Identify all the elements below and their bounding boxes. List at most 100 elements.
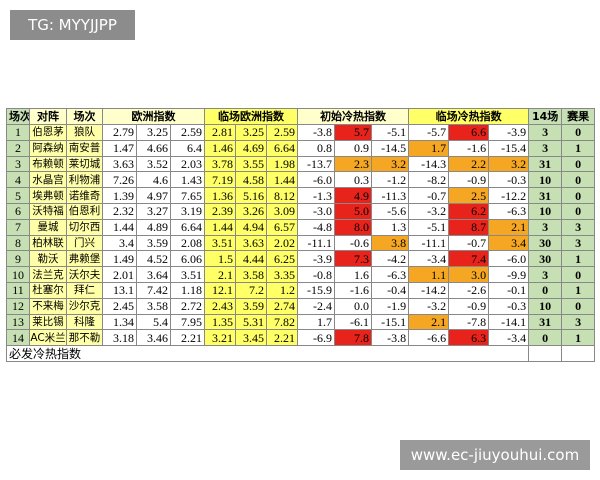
- table-row: 9 勒沃 弗赖堡 1.49 4.52 6.06 1.5 4.44 6.25 -3.9 7.3 -4.2…: [6, 250, 596, 268]
- init-heat: 2.3: [334, 155, 373, 173]
- watermark: www.ec-jiuyouhui.com: [400, 440, 590, 470]
- euro-odds: 1.49: [102, 250, 137, 268]
- live-euro-odds: 4.94: [235, 218, 268, 236]
- live-heat: -3.2: [408, 297, 450, 315]
- header-cell: 临场欧洲指数: [204, 108, 299, 125]
- init-heat: -1.6: [334, 281, 373, 299]
- euro-odds: 2.79: [102, 124, 137, 141]
- init-heat: -1.2: [371, 171, 410, 189]
- init-heat: 0.9: [334, 139, 373, 157]
- row-number: 12: [6, 297, 30, 315]
- row-number: 13: [6, 313, 30, 331]
- euro-odds: 3.64: [136, 266, 171, 283]
- header-cell: 14场: [528, 108, 563, 125]
- header-cell: 对阵: [29, 108, 67, 125]
- away-team: 拜仁: [66, 281, 103, 299]
- init-heat: 1.7: [297, 313, 336, 331]
- home-team: 柏林联: [29, 234, 67, 252]
- away-team: 诺维奇: [66, 187, 103, 204]
- init-heat: -3.9: [297, 250, 336, 268]
- init-heat: -14.5: [371, 139, 410, 157]
- fourteen-result: 31: [528, 313, 563, 331]
- live-heat: -14.1: [488, 313, 530, 331]
- fourteen-result: 3: [528, 139, 563, 157]
- euro-odds: 7.95: [169, 313, 206, 331]
- match-result: 0: [561, 202, 596, 220]
- live-euro-odds: 12.1: [204, 281, 237, 299]
- live-euro-odds: 3.45: [235, 329, 268, 347]
- euro-odds: 3.58: [136, 297, 171, 315]
- init-heat: -6.9: [297, 329, 336, 347]
- init-heat: -13.7: [297, 155, 336, 173]
- match-result: 3: [561, 218, 596, 236]
- live-heat: -12.2: [488, 187, 530, 204]
- live-euro-odds: 6.57: [266, 218, 299, 236]
- live-heat: 2.1: [488, 218, 530, 236]
- match-result: 0: [561, 171, 596, 189]
- init-heat: 5.0: [334, 202, 373, 220]
- euro-odds: 7.26: [102, 171, 137, 189]
- live-heat: -14.2: [408, 281, 450, 299]
- away-team: 弗赖堡: [66, 250, 103, 268]
- fourteen-result: 30: [528, 250, 563, 268]
- euro-odds: 3.19: [169, 202, 206, 220]
- live-euro-odds: 4.69: [235, 139, 268, 157]
- table-row: 2 阿森纳 南安普 1.47 4.66 6.4 1.46 4.69 6.64 0.8 0.9 -14.…: [6, 139, 596, 157]
- match-result: 1: [561, 139, 596, 157]
- live-heat: -5.1: [408, 218, 450, 236]
- live-euro-odds: 2.59: [266, 124, 299, 141]
- euro-odds: 4.89: [136, 218, 171, 236]
- live-heat: -3.2: [408, 202, 450, 220]
- init-heat: -4.8: [297, 218, 336, 236]
- init-heat: -5.1: [371, 124, 410, 141]
- live-euro-odds: 3.09: [266, 202, 299, 220]
- live-heat: 1.1: [408, 266, 450, 283]
- header-cell: 欧洲指数: [101, 108, 206, 125]
- match-result: 3: [561, 234, 596, 252]
- euro-odds: 2.32: [102, 202, 137, 220]
- live-heat: -3.4: [488, 329, 530, 347]
- fourteen-result: 0: [528, 329, 563, 347]
- euro-odds: 2.45: [102, 297, 137, 315]
- away-team: 科隆: [66, 313, 103, 331]
- row-number: 9: [6, 250, 30, 268]
- table-row: 7 曼城 切尔西 1.44 4.89 6.64 1.44 4.94 6.57 -4.8 8.0 1.3…: [6, 218, 596, 236]
- table-row: 10 法兰克 沃尔夫 2.01 3.64 3.51 2.1 3.58 3.35 -0.8 1.6 -6…: [6, 266, 596, 283]
- euro-odds: 1.39: [102, 187, 137, 204]
- euro-odds: 2.21: [169, 329, 206, 347]
- home-team: 埃弗顿: [29, 187, 67, 204]
- init-heat: -6.3: [371, 266, 410, 283]
- away-team: 利物浦: [66, 171, 103, 189]
- init-heat: 1.3: [371, 218, 410, 236]
- live-euro-odds: 6.64: [266, 139, 299, 157]
- init-heat: -11.1: [297, 234, 336, 252]
- euro-odds: 2.59: [169, 124, 206, 141]
- live-euro-odds: 2.02: [266, 234, 299, 252]
- live-heat: -6.6: [408, 329, 450, 347]
- live-euro-odds: 3.26: [235, 202, 268, 220]
- live-heat: -0.7: [408, 187, 450, 204]
- row-number: 11: [6, 281, 30, 299]
- live-euro-odds: 1.44: [266, 171, 299, 189]
- away-team: 狼队: [66, 124, 103, 141]
- empty-cell: [528, 345, 563, 362]
- home-team: 伯恩茅: [29, 124, 67, 141]
- fourteen-result: 3: [528, 124, 563, 141]
- fourteen-result: 31: [528, 187, 563, 204]
- euro-odds: 6.4: [169, 139, 206, 157]
- live-heat: 8.7: [448, 218, 490, 236]
- live-heat: 7.4: [448, 250, 490, 268]
- live-heat: 2.2: [448, 155, 490, 173]
- fourteen-result: 30: [528, 234, 563, 252]
- row-number: 14: [6, 329, 30, 347]
- fourteen-result: 0: [528, 281, 563, 299]
- live-euro-odds: 4.58: [235, 171, 268, 189]
- euro-odds: 3.4: [102, 234, 137, 252]
- live-heat: -0.9: [448, 171, 490, 189]
- table-row: 13 莱比锡 科隆 1.34 5.4 7.95 1.35 5.31 7.82 1.7 -6.1 -15…: [6, 313, 596, 331]
- away-team: 南安普: [66, 139, 103, 157]
- live-euro-odds: 3.59: [235, 297, 268, 315]
- init-heat: 0.8: [297, 139, 336, 157]
- away-team: 沙尔克: [66, 297, 103, 315]
- odds-table: 场次 对阵 场次 欧洲指数 临场欧洲指数 初始冷热指数 临场冷热指数 14场 赛果 1 伯恩茅 狼队 2…: [5, 108, 596, 362]
